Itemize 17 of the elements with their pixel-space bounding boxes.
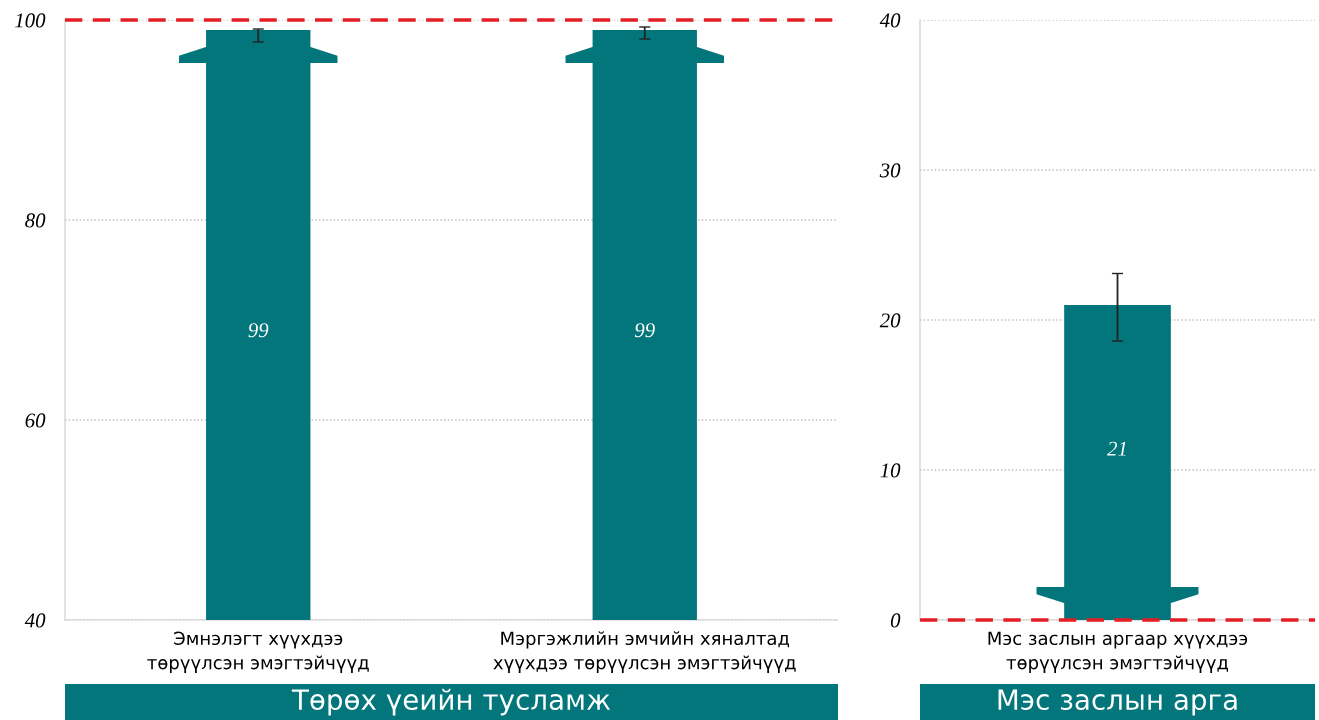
y-tick-label: 40 [24, 613, 46, 628]
data-label: 99 [634, 323, 655, 338]
y-tick-label: 10 [880, 463, 901, 478]
y-tick-label: 0 [890, 613, 901, 628]
text: Мэс заслын арга [998, 689, 1237, 716]
x-tick-label: Эмнэлэгт хүүхдээ төрүүлсэн эмэгтэйчүүд [147, 631, 369, 673]
data-label: 99 [248, 323, 269, 338]
x-tick-label: Мэс заслын аргаар хүүхдээ төрүүлсэн эмэгтэйчүүд [988, 631, 1248, 673]
y-tick-label: 20 [879, 313, 901, 328]
y-tick-label: 40 [879, 13, 901, 28]
text: Төрөх үеийн тусламж [291, 688, 611, 716]
data-label: 21 [1107, 441, 1126, 456]
y-tick-label: 80 [25, 213, 46, 228]
x-tick-label: Мэргэжлийн эмчийн хяналтад хүүхдээ төрүүлсэн эмэгтэйчүүд [493, 631, 796, 673]
y-tick-label: 60 [25, 413, 46, 428]
y-tick-label: 100 [15, 13, 46, 28]
y-tick-label: 30 [879, 163, 901, 178]
